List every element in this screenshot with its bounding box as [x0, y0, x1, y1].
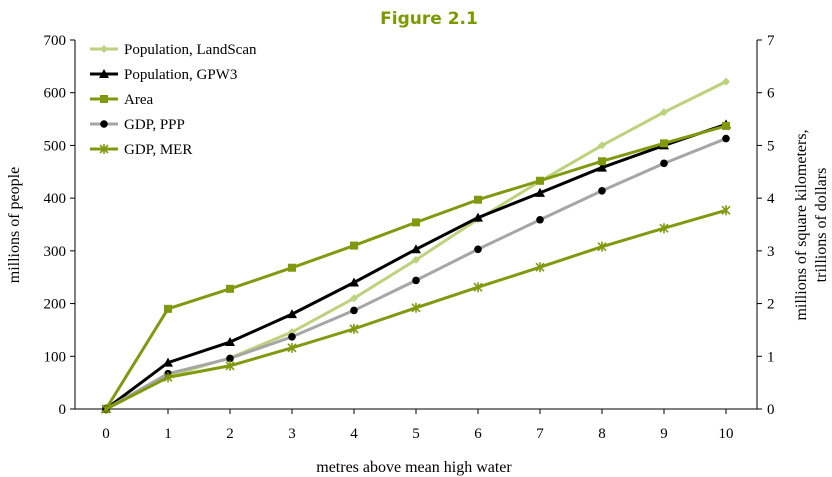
x-tick-label: 0 [102, 426, 110, 442]
triangle-marker [163, 357, 173, 367]
asterisk-marker [99, 144, 109, 154]
left-axis-title: millions of people [6, 167, 23, 283]
x-tick-label: 7 [536, 426, 544, 442]
square-marker [288, 263, 296, 272]
circle-marker [350, 306, 358, 315]
square-marker [474, 195, 482, 204]
legend-label: Population, LandScan [124, 42, 257, 58]
legend-item: GDP, PPP [90, 117, 185, 133]
legend-item: GDP, MER [90, 142, 192, 158]
series-gdp-mer [101, 205, 731, 414]
x-tick-label: 2 [226, 426, 234, 442]
left-y-tick-label: 400 [44, 191, 67, 207]
circle-marker [100, 120, 108, 128]
diamond-marker [100, 45, 108, 53]
square-marker [226, 284, 234, 293]
circle-marker [536, 215, 544, 224]
asterisk-marker [101, 404, 111, 414]
left-y-tick-label: 0 [59, 402, 67, 418]
circle-marker [226, 354, 234, 363]
square-marker [350, 241, 358, 250]
right-y-tick-label: 6 [767, 86, 775, 102]
diamond-marker [660, 108, 668, 117]
triangle-marker [225, 337, 235, 347]
diamond-marker [598, 141, 606, 150]
asterisk-marker [225, 360, 235, 371]
legend-label: Area [124, 92, 153, 108]
x-tick-label: 5 [412, 426, 420, 442]
legend-item: Area [90, 92, 153, 108]
x-tick-label: 8 [598, 426, 606, 442]
right-y-tick-label: 0 [767, 402, 775, 418]
right-axis-title-line-1: millions of square kilometers, [793, 129, 810, 320]
left-y-tick-label: 100 [44, 349, 67, 365]
circle-marker [412, 276, 420, 285]
legend-item: Population, GPW3 [90, 67, 237, 83]
triangle-marker [99, 69, 109, 78]
right-axis-title-line-2: trillions of dollars [813, 168, 830, 283]
axes: 0 100 200 300 400 500 600 700 0 1 2 3 4 5 6 7 0 1 2 3 4 5 6 7 8 9… [44, 33, 776, 442]
right-y-tick-label: 7 [767, 33, 775, 49]
x-tick-label: 1 [164, 426, 172, 442]
left-y-tick-label: 500 [44, 138, 67, 154]
asterisk-marker [721, 205, 731, 216]
legend-label: GDP, MER [124, 142, 192, 158]
x-tick-label: 4 [350, 426, 358, 442]
left-y-tick-label: 600 [44, 86, 67, 102]
asterisk-marker [473, 282, 483, 293]
legend-label: Population, GPW3 [124, 67, 237, 83]
left-y-tick-label: 200 [44, 297, 67, 313]
square-marker [660, 139, 668, 148]
square-marker [536, 176, 544, 185]
legend-label: GDP, PPP [124, 117, 185, 133]
square-marker [598, 157, 606, 166]
square-marker [722, 121, 730, 130]
x-tick-label: 6 [474, 426, 482, 442]
diamond-marker [412, 255, 420, 264]
circle-marker [598, 186, 606, 195]
diamond-marker [350, 294, 358, 303]
circle-marker [474, 245, 482, 254]
triangle-marker [349, 277, 359, 287]
triangle-marker [473, 212, 483, 222]
asterisk-marker [163, 372, 173, 383]
legend: Population, LandScan Population, GPW3 Area… [90, 42, 257, 158]
right-y-tick-label: 5 [767, 138, 775, 154]
circle-marker [722, 134, 730, 143]
asterisk-marker [659, 223, 669, 234]
left-y-tick-label: 700 [44, 33, 67, 49]
square-marker [412, 218, 420, 227]
series-lines [101, 77, 731, 414]
triangle-marker [287, 309, 297, 319]
asterisk-marker [535, 262, 545, 273]
x-tick-label: 9 [660, 426, 668, 442]
triangle-marker [535, 187, 545, 197]
circle-marker [288, 332, 296, 341]
square-marker [164, 304, 172, 313]
asterisk-marker [349, 323, 359, 334]
right-y-tick-label: 2 [767, 297, 775, 313]
triangle-marker [411, 244, 421, 254]
figure-title: Figure 2.1 [380, 9, 478, 29]
circle-marker [660, 159, 668, 168]
asterisk-marker [287, 342, 297, 353]
right-y-tick-label: 1 [767, 349, 775, 365]
legend-item: Population, LandScan [90, 42, 257, 58]
square-marker [100, 95, 108, 103]
right-y-tick-label: 3 [767, 244, 775, 260]
x-tick-label: 3 [288, 426, 296, 442]
x-axis-title: metres above mean high water [316, 459, 512, 476]
x-tick-label: 10 [719, 426, 734, 442]
asterisk-marker [411, 302, 421, 313]
right-y-tick-label: 4 [767, 191, 775, 207]
triangle-marker [597, 162, 607, 172]
diamond-marker [722, 77, 730, 86]
asterisk-marker [597, 241, 607, 252]
left-y-tick-label: 300 [44, 244, 67, 260]
